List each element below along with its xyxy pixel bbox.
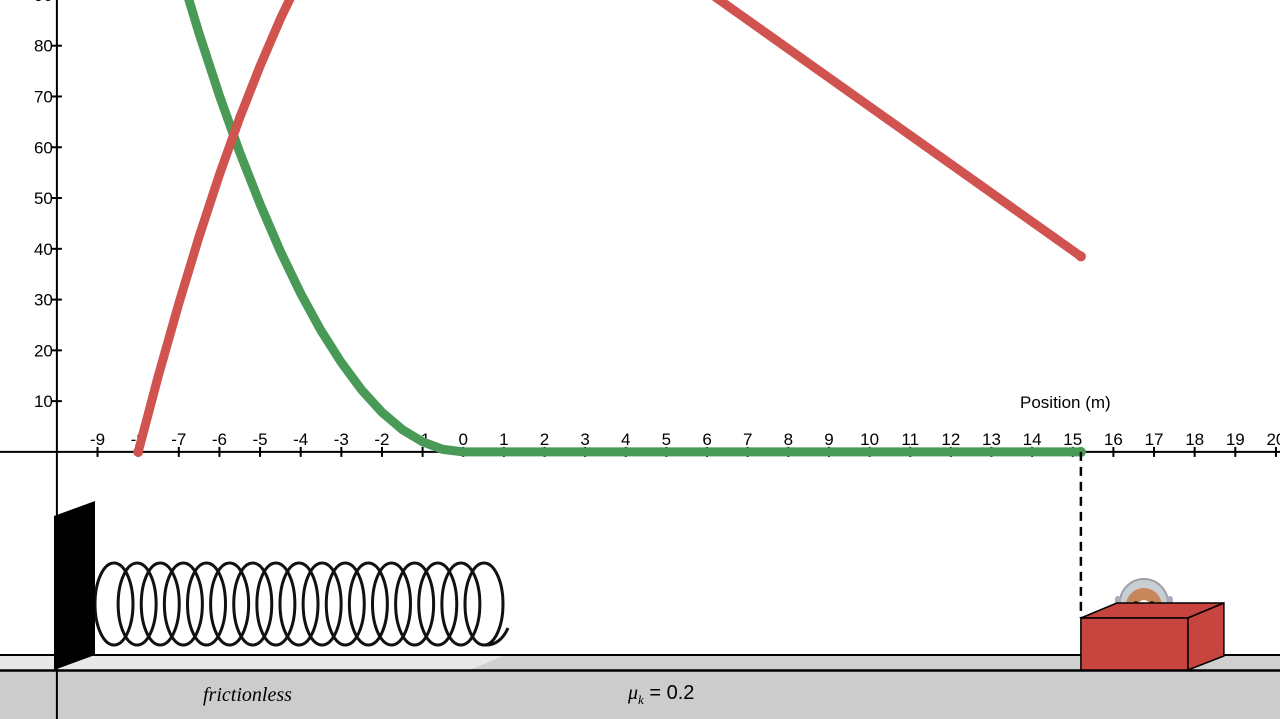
series-line-0 (184, 0, 1086, 457)
spring-coil (347, 561, 389, 647)
x-tick-label: 0 (459, 430, 468, 449)
spring-coil (371, 561, 412, 647)
x-tick-label: 1 (499, 430, 508, 449)
block-front (1080, 617, 1189, 671)
x-tick-label: 18 (1185, 430, 1204, 449)
y-tick-label: 60 (34, 138, 53, 157)
spring-coil (417, 561, 459, 647)
y-tick-label: 30 (34, 291, 53, 310)
y-tick-label: 10 (34, 392, 53, 411)
x-tick-label: 19 (1226, 430, 1245, 449)
x-tick-label: 11 (901, 430, 919, 449)
spring-coil (162, 561, 204, 647)
x-tick-label: 10 (860, 430, 879, 449)
series-layer (133, 0, 1086, 457)
x-axis-label: Position (m) (1020, 393, 1111, 412)
floor-front (0, 670, 1280, 719)
spring-coil (139, 561, 181, 647)
spring-icon (93, 561, 510, 647)
friction-coefficient-label: μk = 0.2 (627, 682, 694, 707)
x-tick-label: 16 (1104, 430, 1123, 449)
spring-coil (255, 561, 297, 647)
spring-coil (209, 561, 251, 647)
wall-icon (54, 501, 95, 670)
series-line-1 (133, 0, 1086, 457)
x-tick-label: 7 (743, 430, 752, 449)
spring-end (483, 627, 510, 647)
x-tick-label: -7 (171, 430, 186, 449)
y-tick-label: 50 (34, 189, 53, 208)
y-tick-label: 80 (34, 37, 53, 56)
x-tick-label: 20 (1266, 430, 1280, 449)
x-tick-label: 13 (982, 430, 1001, 449)
spring-coil (440, 561, 482, 647)
x-tick-label: -2 (374, 430, 389, 449)
floor-top-frictionless (0, 655, 505, 670)
spring-coil (116, 561, 158, 647)
data-point (1075, 251, 1086, 262)
x-tick-label: -5 (253, 430, 268, 449)
spring-coil (463, 561, 505, 647)
x-tick-label: -6 (212, 430, 227, 449)
x-tick-label: 9 (824, 430, 833, 449)
spring-coil (186, 561, 227, 647)
spring-coil (278, 561, 320, 647)
x-tick-label: 3 (580, 430, 589, 449)
x-tick-label: 6 (702, 430, 711, 449)
x-tick-label: 8 (784, 430, 793, 449)
spring-coil (394, 561, 436, 647)
y-tick-label: 70 (34, 87, 53, 106)
x-tick-label: 4 (621, 430, 630, 449)
frictionless-label: frictionless (203, 684, 292, 706)
x-tick-label: -4 (293, 430, 308, 449)
x-tick-label: 5 (662, 430, 671, 449)
data-point (133, 446, 144, 457)
spring-coil (232, 561, 274, 647)
x-tick-label: -3 (334, 430, 349, 449)
floor (0, 654, 1280, 719)
x-tick-label: 15 (1063, 430, 1082, 449)
y-tick-label: 20 (34, 341, 53, 360)
x-tick-label: 12 (941, 430, 960, 449)
x-tick-label: 17 (1145, 430, 1164, 449)
spring-coil (324, 561, 366, 647)
spring-coil (93, 561, 135, 647)
y-tick-label: 40 (34, 240, 53, 259)
x-tick-label: 14 (1023, 430, 1042, 449)
block-icon[interactable] (1080, 578, 1225, 672)
spring-coil (301, 561, 343, 647)
x-tick-label: 2 (540, 430, 549, 449)
x-tick-label: -9 (90, 430, 105, 449)
y-tick-label: 90 (34, 0, 53, 5)
